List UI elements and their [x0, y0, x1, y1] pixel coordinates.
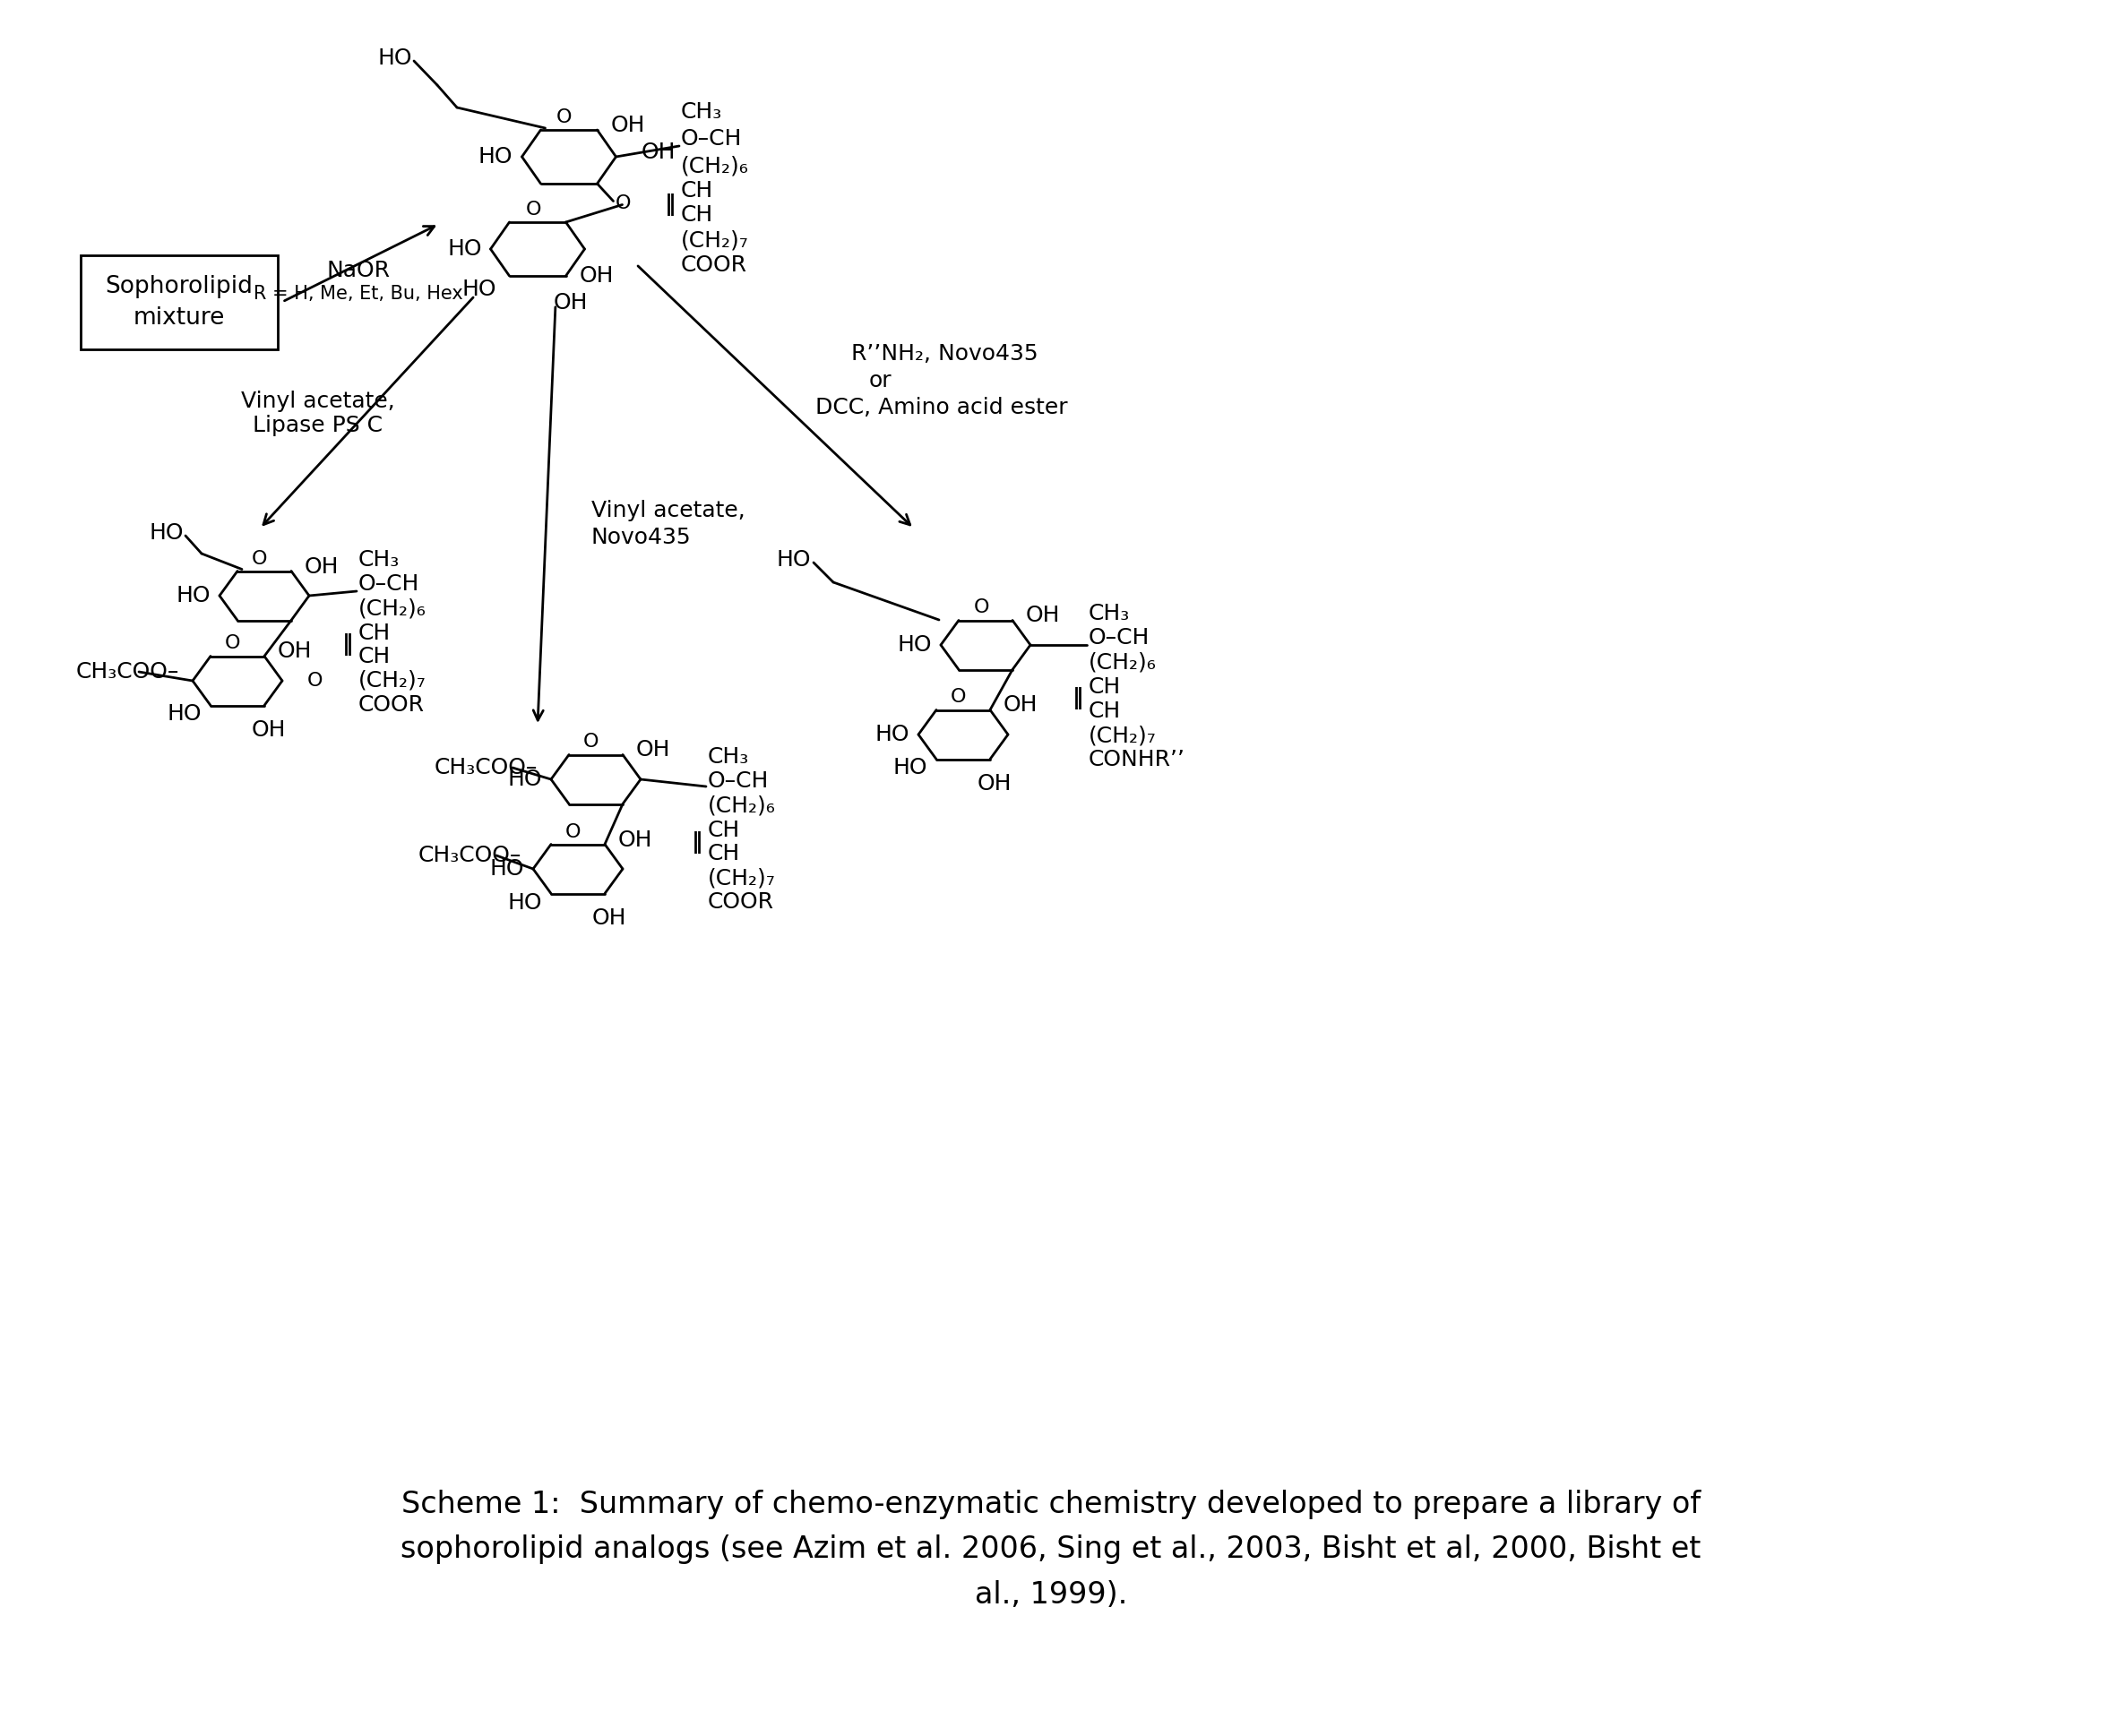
Text: OH: OH	[277, 641, 313, 663]
Text: HO: HO	[507, 769, 542, 790]
Text: CH: CH	[359, 646, 391, 667]
Text: CH: CH	[359, 623, 391, 644]
Text: CH₃COO–: CH₃COO–	[418, 845, 521, 866]
Text: CH₃: CH₃	[359, 549, 399, 571]
Text: ‖: ‖	[343, 634, 353, 656]
Text: COOR: COOR	[708, 891, 774, 913]
Bar	[80, 255, 277, 349]
Text: (CH₂)₆: (CH₂)₆	[681, 155, 748, 177]
Text: O: O	[616, 194, 631, 212]
Text: Sophorolipid: Sophorolipid	[105, 274, 252, 299]
Text: ‖: ‖	[1072, 687, 1083, 710]
Text: HO: HO	[479, 146, 513, 167]
Text: HO: HO	[149, 523, 183, 543]
Text: OH: OH	[618, 830, 654, 851]
Text: O: O	[584, 733, 599, 752]
Text: O: O	[557, 108, 572, 127]
Text: Lipase PS C: Lipase PS C	[252, 415, 383, 436]
Text: (CH₂)₇: (CH₂)₇	[1089, 724, 1156, 746]
Text: ‖: ‖	[692, 832, 702, 852]
Text: HO: HO	[874, 724, 910, 745]
Text: OH: OH	[580, 266, 614, 286]
Text: HO: HO	[776, 549, 811, 571]
Text: CH: CH	[1089, 677, 1120, 698]
Text: O: O	[225, 635, 242, 653]
Text: (CH₂)₆: (CH₂)₆	[359, 599, 427, 620]
Text: CH₃COO–: CH₃COO–	[76, 661, 179, 682]
Text: OH: OH	[1003, 694, 1038, 717]
Text: HO: HO	[893, 757, 927, 779]
Text: CH: CH	[681, 205, 713, 226]
Text: HO: HO	[490, 858, 523, 880]
Text: CH: CH	[1089, 701, 1120, 722]
Text: COOR: COOR	[681, 255, 746, 276]
Text: HO: HO	[462, 278, 496, 300]
Text: O–CH: O–CH	[681, 128, 742, 149]
Text: NaOR: NaOR	[326, 260, 391, 281]
Text: O: O	[973, 599, 988, 616]
Text: CH: CH	[708, 819, 740, 842]
Text: HO: HO	[378, 47, 412, 69]
Text: OH: OH	[977, 774, 1011, 795]
Text: CH: CH	[681, 181, 713, 201]
Text: O–CH: O–CH	[1089, 627, 1150, 649]
Text: Scheme 1:  Summary of chemo-enzymatic chemistry developed to prepare a library o: Scheme 1: Summary of chemo-enzymatic che…	[401, 1489, 1701, 1519]
Text: HO: HO	[166, 703, 202, 726]
Text: ‖: ‖	[664, 193, 675, 215]
Text: mixture: mixture	[132, 307, 225, 330]
Text: OH: OH	[637, 740, 671, 760]
Text: (CH₂)₇: (CH₂)₇	[681, 229, 748, 250]
Text: OH: OH	[305, 556, 338, 578]
Text: O: O	[307, 672, 324, 689]
Text: O–CH: O–CH	[708, 771, 769, 792]
Text: R = H, Me, Et, Bu, Hex: R = H, Me, Et, Bu, Hex	[254, 285, 462, 302]
Text: (CH₂)₆: (CH₂)₆	[1089, 653, 1156, 674]
Text: O: O	[565, 823, 582, 840]
Text: sophorolipid analogs (see Azim et al. 2006, Sing et al., 2003, Bisht et al, 2000: sophorolipid analogs (see Azim et al. 20…	[401, 1535, 1701, 1564]
Text: OH: OH	[1026, 606, 1059, 627]
Text: or: or	[868, 370, 891, 391]
Text: OH: OH	[553, 292, 589, 314]
Text: CH₃: CH₃	[708, 746, 748, 767]
Text: O: O	[526, 201, 540, 219]
Text: CH₃: CH₃	[1089, 602, 1131, 625]
Text: O: O	[950, 689, 967, 707]
Text: Vinyl acetate,: Vinyl acetate,	[242, 391, 395, 411]
Text: CH₃COO–: CH₃COO–	[435, 757, 538, 778]
Text: HO: HO	[507, 892, 542, 913]
Text: al., 1999).: al., 1999).	[975, 1580, 1127, 1609]
Text: O–CH: O–CH	[359, 573, 420, 595]
Text: DCC, Amino acid ester: DCC, Amino acid ester	[816, 398, 1068, 418]
Text: CH: CH	[708, 844, 740, 865]
Text: (CH₂)₇: (CH₂)₇	[708, 866, 776, 889]
Text: R’’NH₂, Novo435: R’’NH₂, Novo435	[851, 344, 1038, 365]
Text: OH: OH	[252, 720, 286, 741]
Text: CH₃: CH₃	[681, 101, 723, 123]
Text: O: O	[252, 550, 267, 568]
Text: HO: HO	[448, 238, 481, 260]
Text: Vinyl acetate,: Vinyl acetate,	[591, 500, 746, 521]
Text: Novo435: Novo435	[591, 526, 692, 549]
Text: (CH₂)₆: (CH₂)₆	[708, 795, 776, 818]
Text: OH: OH	[593, 908, 626, 929]
Text: OH: OH	[641, 142, 675, 163]
Text: HO: HO	[177, 585, 210, 606]
Text: OH: OH	[610, 115, 645, 135]
Text: HO: HO	[898, 634, 931, 656]
Text: COOR: COOR	[359, 694, 425, 715]
Text: (CH₂)₇: (CH₂)₇	[359, 670, 427, 691]
Text: CONHR’’: CONHR’’	[1089, 748, 1186, 771]
